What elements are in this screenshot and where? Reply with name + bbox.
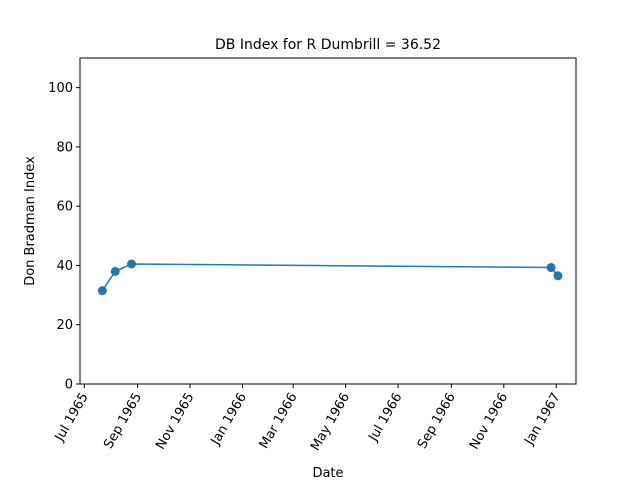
data-point	[553, 271, 563, 281]
y-axis-ticks: 0 20 40 60 80 100	[48, 81, 80, 393]
y-tick-label: 20	[56, 318, 73, 333]
x-axis-ticks: Jul 1965 Sep 1965 Nov 1965 Jan 1966 Mar 1966…	[52, 384, 564, 454]
x-tick-label: Nov 1966	[467, 391, 511, 453]
chart-title: DB Index for R Dumbrill = 36.52	[215, 37, 441, 53]
x-tick-label: Nov 1965	[153, 391, 197, 453]
x-tick-label: Mar 1966	[257, 391, 301, 452]
plot-area-frame	[79, 57, 577, 385]
x-tick-label: Sep 1966	[415, 391, 459, 452]
x-tick-label: Jul 1965	[52, 391, 92, 445]
series-line	[101, 263, 559, 292]
y-tick-label: 0	[65, 378, 73, 393]
x-tick-label: Jan 1966	[208, 391, 250, 449]
data-point	[546, 263, 556, 273]
x-tick-label: Jul 1966	[366, 391, 406, 445]
x-tick-label: Sep 1965	[101, 391, 145, 452]
y-tick-label: 40	[56, 259, 73, 274]
x-tick-label: Jan 1967	[522, 391, 564, 449]
x-tick-label: May 1966	[308, 391, 353, 454]
series-layer	[97, 259, 563, 296]
data-point	[110, 266, 120, 276]
y-axis-label: Don Bradman Index	[23, 156, 38, 286]
data-point	[97, 286, 107, 296]
y-tick-label: 80	[56, 140, 73, 155]
data-point	[127, 259, 137, 269]
y-tick-label: 100	[48, 81, 73, 96]
y-tick-label: 60	[56, 200, 73, 215]
x-axis-label: Date	[312, 466, 343, 480]
